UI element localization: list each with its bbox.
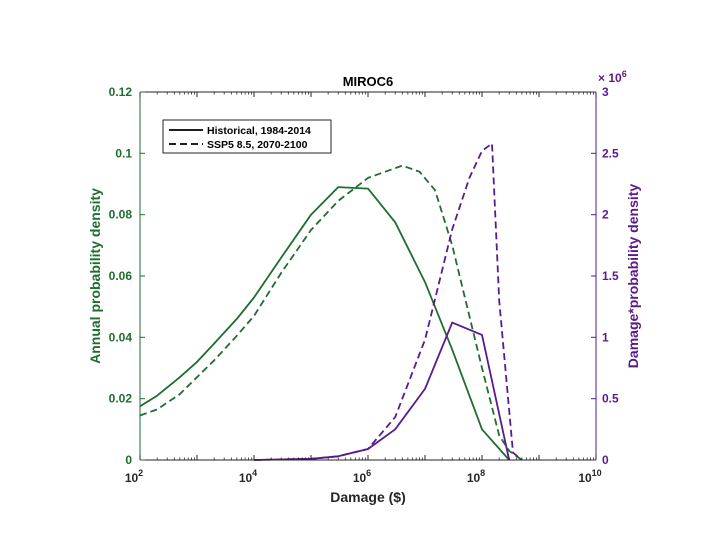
- x-tick-label-5: 1010: [578, 468, 601, 485]
- series-line-2: [139, 164, 523, 461]
- y-left-tick-label-7: 0.12: [109, 85, 133, 99]
- y-left-tick-label-1: 0: [125, 453, 132, 467]
- x-tick-label-1: 102: [125, 468, 143, 485]
- legend-label-1: Historical, 1984-2014: [207, 125, 311, 137]
- y-left-tick-label-3: 0.04: [109, 330, 133, 344]
- right-axis-multiplier: × 106: [598, 69, 627, 85]
- x-tick-label-4: 108: [467, 468, 485, 485]
- series-line-1: [139, 186, 510, 461]
- y-left-tick-label-4: 0.06: [109, 269, 133, 283]
- y-right-tick-label-2: 0.5: [602, 392, 619, 406]
- x-tick-label-2: 104: [239, 468, 257, 485]
- y-right-tick-label-1: 0: [602, 453, 609, 467]
- legend-box: [162, 119, 332, 154]
- y-right-tick-label-5: 2: [602, 208, 609, 222]
- tick-labels: 102 104 106 108 101000.020.040.060.080.10.12…: [109, 85, 619, 485]
- y-right-tick-label-6: 2.5: [602, 146, 619, 160]
- y-left-tick-label-5: 0.08: [109, 208, 133, 222]
- x-axis-label: Damage ($): [330, 489, 405, 505]
- y-right-tick-label-7: 3: [602, 85, 609, 99]
- legend-label-2: SSP5 8.5, 2070-2100: [207, 139, 308, 151]
- chart-title: MIROC6: [343, 74, 394, 89]
- y-axis-right-label: Damage*probability density: [625, 184, 641, 369]
- y-left-tick-label-6: 0.1: [115, 146, 132, 160]
- x-tick-label-3: 106: [353, 468, 371, 485]
- y-axis-left-label: Annual probability density: [87, 188, 103, 364]
- y-right-tick-label-3: 1: [602, 330, 609, 344]
- y-left-tick-label-2: 0.02: [109, 392, 133, 406]
- y-right-tick-label-4: 1.5: [602, 269, 619, 283]
- legend: Historical, 1984-2014 SSP5 8.5, 2070-2100: [162, 119, 332, 154]
- series-lines: [139, 142, 523, 461]
- series-line-4: [253, 142, 523, 461]
- axes: [139, 91, 597, 461]
